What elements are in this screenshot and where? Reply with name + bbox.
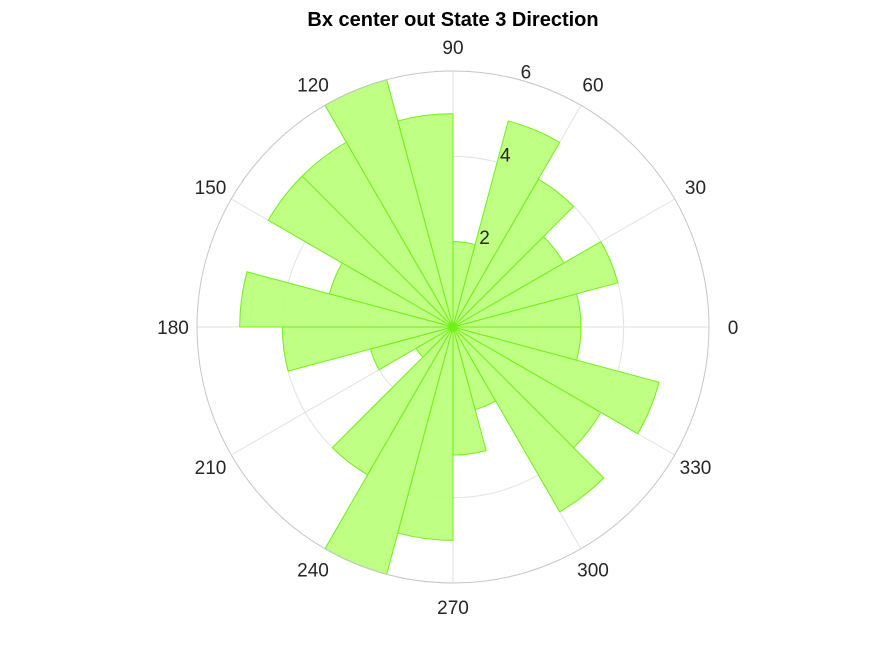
bar-bin-60	[452, 120, 561, 328]
r-tick-2: 2	[479, 228, 490, 249]
theta-tick-120: 120	[297, 76, 329, 97]
bar-bin-195	[369, 326, 454, 371]
bar-bin-165	[239, 271, 454, 328]
histogram-bars	[239, 79, 660, 575]
theta-tick-210: 210	[195, 458, 227, 479]
theta-tick-0: 0	[728, 318, 739, 339]
theta-tick-90: 90	[442, 38, 463, 59]
theta-tick-labels: 0 30 60 90 120 150 180 210 240 270 300 330	[157, 38, 738, 619]
bar-bin-135	[267, 175, 454, 328]
chart-title: Bx center out State 3 Direction	[307, 9, 598, 31]
bar-bin-255	[397, 326, 454, 541]
bar-bin-330	[452, 326, 660, 435]
r-tick-6: 6	[521, 63, 532, 84]
bar-bin-15	[452, 240, 619, 328]
radial-tick-labels: 2 4 6	[479, 63, 531, 250]
bar-bin-300	[452, 326, 605, 513]
theta-tick-240: 240	[297, 561, 329, 582]
theta-tick-300: 300	[577, 561, 609, 582]
theta-tick-330: 330	[680, 458, 712, 479]
theta-tick-60: 60	[582, 76, 603, 97]
outer-ring-circle	[196, 70, 710, 584]
theta-tick-150: 150	[195, 178, 227, 199]
bar-bin-345	[452, 326, 582, 361]
outer-ring	[196, 70, 710, 584]
theta-tick-30: 30	[685, 178, 706, 199]
theta-tick-180: 180	[157, 318, 189, 339]
r-tick-4: 4	[500, 145, 511, 166]
theta-tick-270: 270	[437, 598, 469, 619]
